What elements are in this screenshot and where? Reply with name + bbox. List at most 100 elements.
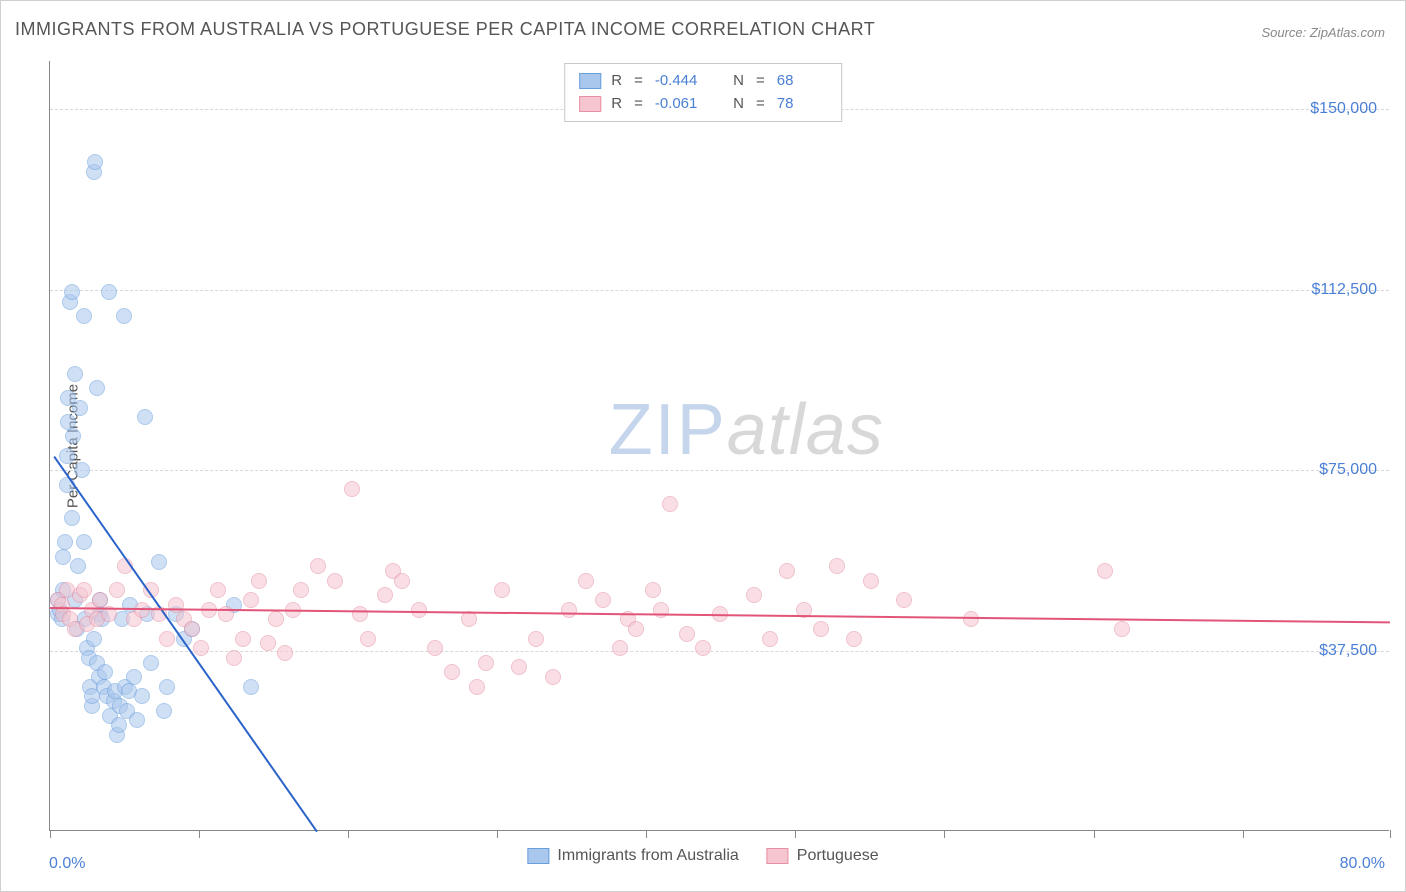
x-tick (1094, 830, 1095, 838)
data-point-portuguese (813, 621, 829, 637)
data-point-portuguese (1097, 563, 1113, 579)
data-point-portuguese (76, 582, 92, 598)
data-point-australia (65, 428, 81, 444)
data-point-australia (111, 717, 127, 733)
data-point-australia (59, 448, 75, 464)
data-point-australia (76, 308, 92, 324)
legend-swatch-australia (527, 848, 549, 864)
legend-item-portuguese: Portuguese (767, 847, 879, 865)
legend-swatch-portuguese (579, 96, 601, 112)
data-point-portuguese (779, 563, 795, 579)
x-tick (348, 830, 349, 838)
data-point-portuguese (469, 679, 485, 695)
watermark-zip: ZIP (609, 390, 727, 470)
chart-title: IMMIGRANTS FROM AUSTRALIA VS PORTUGUESE … (15, 19, 875, 40)
x-tick (497, 830, 498, 838)
n-label: N (733, 70, 744, 93)
r-value: -0.061 (655, 93, 705, 116)
y-tick-label: $112,500 (1311, 281, 1377, 299)
legend-swatch-portuguese (767, 848, 789, 864)
legend-series: Immigrants from Australia Portuguese (527, 847, 878, 865)
data-point-portuguese (829, 558, 845, 574)
data-point-portuguese (427, 640, 443, 656)
data-point-portuguese (277, 645, 293, 661)
x-tick (1390, 830, 1391, 838)
data-point-portuguese (444, 664, 460, 680)
data-point-australia (76, 534, 92, 550)
source-attribution: Source: ZipAtlas.com (1261, 25, 1385, 40)
x-tick (199, 830, 200, 838)
data-point-australia (116, 308, 132, 324)
data-point-portuguese (268, 611, 284, 627)
data-point-australia (243, 679, 259, 695)
data-point-portuguese (193, 640, 209, 656)
data-point-portuguese (762, 631, 778, 647)
n-value: 68 (777, 70, 827, 93)
data-point-australia (70, 558, 86, 574)
data-point-australia (159, 679, 175, 695)
x-tick (944, 830, 945, 838)
x-tick (50, 830, 51, 838)
watermark-atlas: atlas (727, 390, 884, 470)
plot-area: ZIPatlas $37,500$75,000$112,500$150,000 (49, 61, 1389, 831)
data-point-australia (55, 549, 71, 565)
data-point-portuguese (251, 573, 267, 589)
data-point-australia (97, 664, 113, 680)
legend-stats-box: R = -0.444 N = 68R = -0.061 N = 78 (564, 63, 842, 122)
data-point-portuguese (461, 611, 477, 627)
watermark: ZIPatlas (609, 389, 884, 471)
data-point-portuguese (310, 558, 326, 574)
data-point-australia (126, 669, 142, 685)
data-point-australia (143, 655, 159, 671)
data-point-australia (64, 284, 80, 300)
data-point-australia (156, 703, 172, 719)
eq: = (756, 93, 765, 116)
legend-swatch-australia (579, 73, 601, 89)
data-point-australia (101, 284, 117, 300)
data-point-portuguese (545, 669, 561, 685)
r-label: R (611, 93, 622, 116)
grid-line (50, 290, 1389, 291)
grid-line (50, 651, 1389, 652)
data-point-portuguese (612, 640, 628, 656)
data-point-portuguese (377, 587, 393, 603)
data-point-australia (57, 534, 73, 550)
legend-label: Portuguese (797, 847, 879, 865)
data-point-australia (87, 154, 103, 170)
data-point-australia (137, 409, 153, 425)
r-value: -0.444 (655, 70, 705, 93)
x-axis-min-label: 0.0% (49, 855, 85, 873)
data-point-portuguese (243, 592, 259, 608)
y-tick-label: $37,500 (1319, 642, 1377, 660)
data-point-australia (89, 380, 105, 396)
data-point-portuguese (260, 635, 276, 651)
data-point-portuguese (528, 631, 544, 647)
data-point-portuguese (662, 496, 678, 512)
x-tick (646, 830, 647, 838)
data-point-portuguese (184, 621, 200, 637)
data-point-portuguese (846, 631, 862, 647)
data-point-portuguese (411, 602, 427, 618)
data-point-portuguese (344, 481, 360, 497)
eq: = (756, 70, 765, 93)
data-point-australia (72, 400, 88, 416)
eq: = (634, 93, 643, 116)
data-point-portuguese (695, 640, 711, 656)
data-point-portuguese (159, 631, 175, 647)
data-point-portuguese (963, 611, 979, 627)
eq: = (634, 70, 643, 93)
data-point-portuguese (293, 582, 309, 598)
data-point-portuguese (478, 655, 494, 671)
data-point-australia (67, 366, 83, 382)
data-point-portuguese (394, 573, 410, 589)
legend-stat-row-portuguese: R = -0.061 N = 78 (579, 93, 827, 116)
data-point-portuguese (628, 621, 644, 637)
data-point-australia (64, 510, 80, 526)
x-tick (795, 830, 796, 838)
x-axis-max-label: 80.0% (1340, 855, 1385, 873)
y-tick-label: $150,000 (1310, 100, 1377, 118)
data-point-portuguese (746, 587, 762, 603)
data-point-portuguese (210, 582, 226, 598)
data-point-portuguese (561, 602, 577, 618)
legend-label: Immigrants from Australia (557, 847, 738, 865)
